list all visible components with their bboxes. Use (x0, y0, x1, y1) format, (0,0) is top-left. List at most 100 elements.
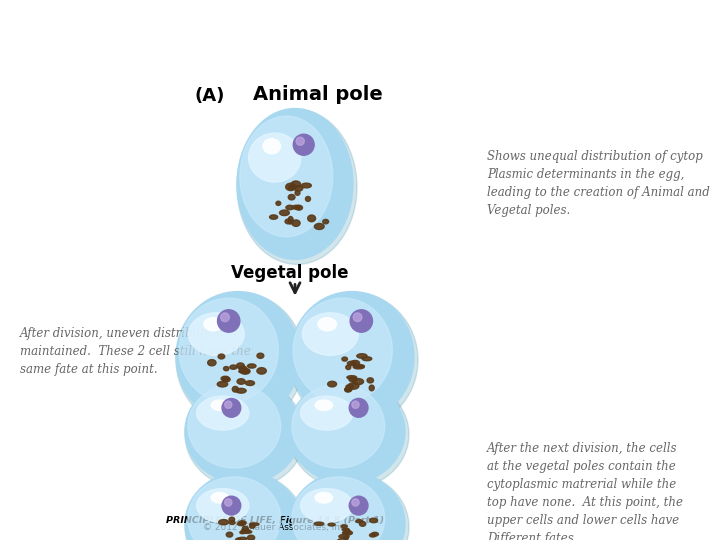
Ellipse shape (250, 524, 255, 528)
Ellipse shape (279, 210, 289, 215)
Ellipse shape (346, 384, 354, 388)
Ellipse shape (240, 368, 250, 374)
Ellipse shape (204, 318, 222, 331)
Ellipse shape (367, 378, 374, 383)
Ellipse shape (356, 519, 363, 523)
Ellipse shape (295, 190, 300, 195)
Ellipse shape (290, 293, 418, 427)
Ellipse shape (286, 183, 296, 191)
Circle shape (222, 496, 240, 515)
Ellipse shape (323, 219, 328, 224)
Ellipse shape (179, 298, 279, 403)
Ellipse shape (221, 376, 229, 381)
Ellipse shape (342, 357, 348, 361)
Ellipse shape (349, 377, 357, 382)
Circle shape (217, 310, 240, 332)
Ellipse shape (307, 215, 315, 222)
Text: Figure 14.8  The Concept of Cytoplasmic Segregation (Part 1): Figure 14.8 The Concept of Cytoplasmic S… (9, 12, 458, 27)
Ellipse shape (291, 181, 300, 187)
Ellipse shape (239, 370, 250, 373)
Ellipse shape (318, 318, 336, 331)
Ellipse shape (343, 531, 352, 535)
Circle shape (350, 310, 372, 332)
Text: PRINCIPLES OF LIFE, Figure 14.8 (Part 1): PRINCIPLES OF LIFE, Figure 14.8 (Part 1) (166, 516, 384, 525)
Ellipse shape (290, 292, 414, 422)
Text: Vegetal pole: Vegetal pole (231, 265, 348, 282)
Ellipse shape (347, 361, 356, 366)
Ellipse shape (217, 381, 228, 387)
Ellipse shape (354, 364, 364, 368)
Circle shape (352, 499, 359, 506)
Ellipse shape (197, 489, 249, 523)
Ellipse shape (286, 205, 294, 210)
Ellipse shape (248, 364, 256, 368)
Ellipse shape (347, 376, 356, 379)
Ellipse shape (315, 492, 333, 503)
Ellipse shape (243, 526, 248, 531)
Ellipse shape (328, 523, 336, 526)
Ellipse shape (263, 139, 281, 154)
Ellipse shape (189, 313, 244, 355)
Circle shape (293, 134, 314, 155)
Ellipse shape (269, 215, 278, 219)
Ellipse shape (285, 219, 292, 224)
Ellipse shape (233, 387, 238, 392)
Ellipse shape (369, 385, 374, 391)
Ellipse shape (238, 522, 245, 525)
Ellipse shape (211, 492, 228, 503)
Ellipse shape (302, 183, 311, 188)
Ellipse shape (289, 185, 295, 190)
Ellipse shape (369, 518, 377, 523)
Ellipse shape (235, 538, 241, 540)
Ellipse shape (257, 368, 266, 374)
Ellipse shape (345, 387, 351, 392)
Ellipse shape (362, 357, 372, 361)
Ellipse shape (348, 383, 359, 389)
Ellipse shape (240, 531, 245, 534)
Ellipse shape (292, 384, 384, 468)
Ellipse shape (301, 396, 353, 430)
Circle shape (349, 399, 368, 417)
Ellipse shape (185, 471, 301, 540)
Ellipse shape (185, 379, 301, 484)
Ellipse shape (301, 489, 353, 523)
Ellipse shape (344, 529, 350, 534)
Ellipse shape (230, 365, 237, 369)
Ellipse shape (293, 298, 392, 403)
Circle shape (296, 137, 305, 145)
Ellipse shape (289, 471, 405, 540)
Circle shape (349, 496, 368, 515)
Ellipse shape (218, 354, 225, 359)
Circle shape (225, 499, 232, 506)
Ellipse shape (207, 360, 216, 366)
Ellipse shape (236, 388, 246, 393)
Ellipse shape (242, 530, 252, 534)
Ellipse shape (223, 377, 230, 382)
Ellipse shape (315, 522, 324, 525)
Ellipse shape (339, 535, 349, 538)
Ellipse shape (292, 205, 300, 209)
Circle shape (352, 401, 359, 408)
Circle shape (222, 399, 240, 417)
Ellipse shape (289, 379, 405, 484)
Ellipse shape (219, 519, 229, 525)
Ellipse shape (295, 205, 302, 210)
Ellipse shape (188, 384, 281, 468)
Ellipse shape (241, 529, 250, 532)
Ellipse shape (197, 396, 249, 430)
Ellipse shape (353, 379, 364, 384)
Circle shape (220, 313, 229, 322)
Ellipse shape (230, 521, 235, 524)
Ellipse shape (229, 517, 235, 522)
Ellipse shape (369, 534, 376, 537)
Ellipse shape (276, 201, 281, 205)
Text: After the next division, the cells
at the vegetal poles contain the
cytoplasmic : After the next division, the cells at th… (487, 442, 683, 540)
Ellipse shape (288, 194, 295, 200)
Ellipse shape (211, 400, 228, 410)
Ellipse shape (246, 381, 254, 386)
Ellipse shape (188, 477, 281, 540)
Ellipse shape (328, 381, 336, 387)
Ellipse shape (302, 313, 359, 355)
Ellipse shape (292, 220, 300, 226)
Ellipse shape (248, 535, 255, 540)
